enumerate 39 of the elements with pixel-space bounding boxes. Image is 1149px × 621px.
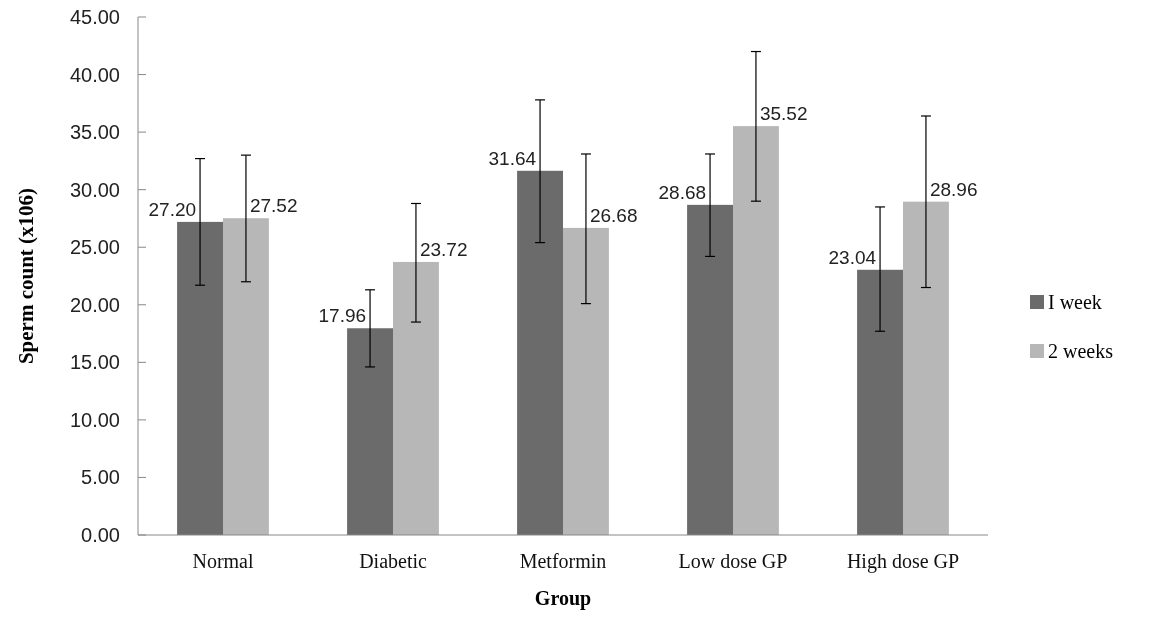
x-axis-title: Group (534, 587, 592, 610)
x-tick-label: Normal (192, 550, 254, 572)
data-label: 27.20 (148, 198, 197, 220)
bar (347, 328, 393, 535)
y-axis-title: Sperm count (x106) (14, 187, 38, 365)
bar (223, 218, 269, 535)
bar (517, 170, 563, 535)
y-tick-label: 15.00 (69, 351, 120, 374)
data-label: 35.52 (759, 103, 808, 125)
data-label: 28.68 (658, 181, 707, 203)
y-tick-label: 5.00 (81, 466, 120, 489)
bar (393, 261, 439, 535)
x-tick-label: High dose GP (846, 550, 960, 573)
x-tick-label: Metformin (519, 550, 607, 572)
legend-label: I week (1048, 291, 1102, 313)
bar (177, 221, 223, 535)
data-label: 23.72 (419, 238, 468, 260)
y-tick-label: 25.00 (69, 236, 120, 259)
x-tick-label: Diabetic (359, 550, 427, 572)
data-label: 23.04 (828, 246, 877, 268)
y-tick-label: 40.00 (69, 63, 120, 86)
y-tick-label: 10.00 (69, 408, 120, 431)
y-tick-label: 20.00 (69, 293, 120, 316)
bar (857, 269, 903, 535)
legend-label: 2 weeks (1048, 340, 1114, 362)
bar (563, 227, 609, 535)
data-label: 26.68 (589, 204, 638, 226)
data-label: 28.96 (929, 178, 978, 200)
bar (733, 126, 779, 535)
y-tick-label: 45.00 (69, 6, 120, 28)
y-tick-label: 35.00 (69, 121, 120, 144)
y-tick-label: 30.00 (69, 178, 120, 201)
data-label: 31.64 (488, 147, 537, 169)
y-tick-label: 0.00 (81, 524, 120, 546)
x-tick-label: Low dose GP (678, 550, 788, 572)
bar (687, 204, 733, 535)
data-label: 17.96 (318, 305, 367, 327)
bar (903, 201, 949, 535)
data-label: 27.52 (249, 195, 298, 217)
